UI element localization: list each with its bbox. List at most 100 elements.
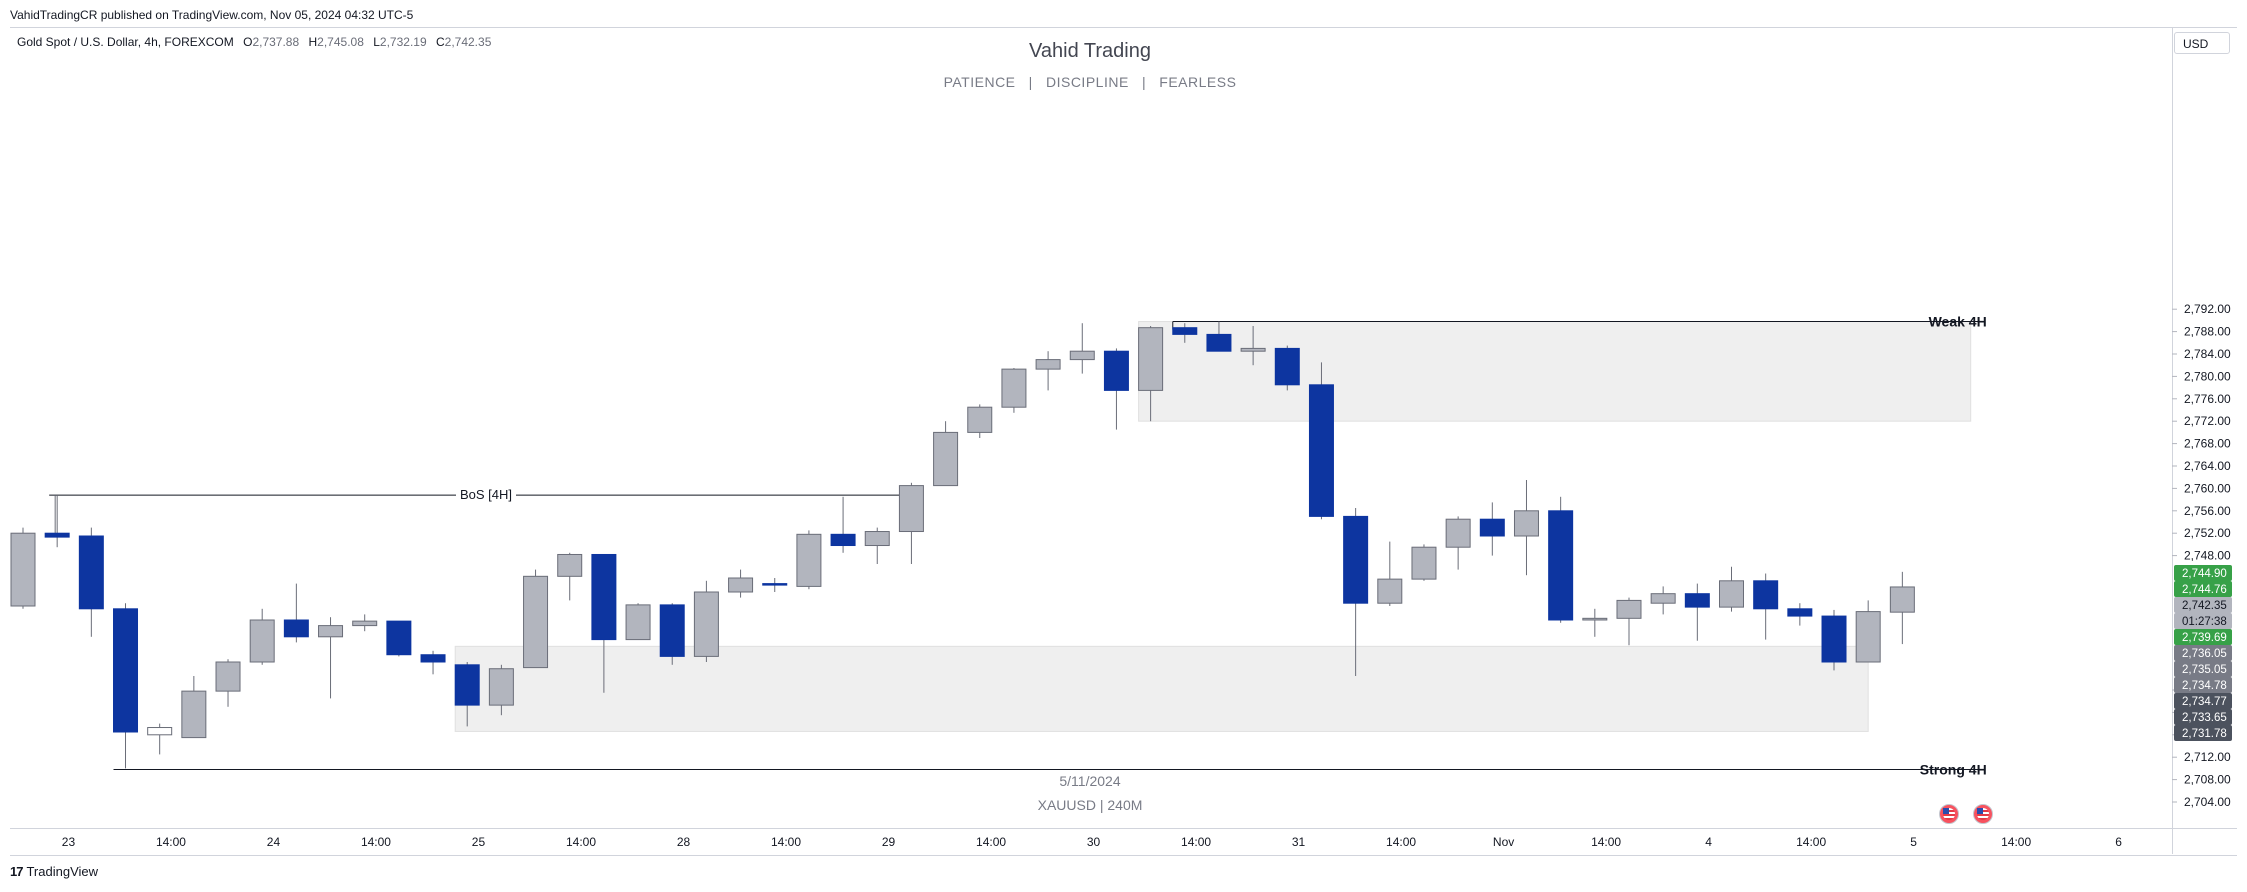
price-tick-label: 2,756.00 <box>2184 504 2231 518</box>
candle-body <box>420 654 446 663</box>
candle-body <box>1479 518 1505 537</box>
candle-body <box>728 577 754 593</box>
candle-body <box>557 553 583 577</box>
time-axis[interactable]: 23 14:00 24 14:00 25 14:00 28 14:00 29 14:00 30 14:… <box>62 835 2123 849</box>
chart-top-border <box>10 27 2237 28</box>
candle <box>864 527 890 564</box>
candle <box>1479 502 1505 556</box>
candle-body <box>147 727 173 736</box>
price-tick-label: 2,748.00 <box>2184 549 2231 563</box>
low-value: 2,732.19 <box>379 35 427 49</box>
high-value: 2,745.08 <box>317 35 364 49</box>
time-tick-label: 14:00 <box>566 835 596 849</box>
candle-body <box>591 553 617 641</box>
us-flag-event-icon[interactable] <box>1973 804 1993 824</box>
candle-body <box>864 531 890 547</box>
time-tick-label: 14:00 <box>156 835 186 849</box>
open-label: O <box>243 35 253 49</box>
candle <box>386 620 412 657</box>
candle <box>113 603 139 769</box>
price-tag-label: 2,744.76 <box>2182 584 2227 596</box>
candle <box>1138 326 1164 422</box>
time-tick-label: 14:00 <box>2001 835 2031 849</box>
candle-body <box>78 535 104 610</box>
time-tick-label: 14:00 <box>1796 835 1826 849</box>
candle-body <box>1548 510 1574 621</box>
candle-body <box>44 532 70 538</box>
price-tag-label: 2,734.77 <box>2182 696 2227 708</box>
candle <box>147 723 173 755</box>
candle <box>523 569 549 669</box>
price-axis[interactable]: 2,704.00 2,708.00 2,712.00 2,716.00 2,720.00… <box>2172 302 2231 809</box>
candle <box>488 664 514 716</box>
candle-body <box>967 406 993 433</box>
candle <box>249 608 275 665</box>
candle-body <box>1274 347 1300 386</box>
candle <box>693 580 719 662</box>
candle <box>1035 351 1061 391</box>
candle <box>1206 321 1232 352</box>
candle <box>1172 323 1198 343</box>
candle-body <box>1138 327 1164 391</box>
watermark-ticker: XAUUSD | 240M <box>1037 797 1143 813</box>
candle-body <box>796 533 822 587</box>
time-tick-label: 28 <box>677 835 691 849</box>
price-tick-label: 2,720.00 <box>2184 705 2231 719</box>
candle <box>1343 508 1369 676</box>
tradingview-logo[interactable]: 17 TradingView <box>10 864 98 879</box>
candle-body <box>625 604 651 641</box>
candle-body <box>10 532 36 607</box>
price-tick-label: 2,716.00 <box>2184 728 2231 742</box>
price-tag-label: 2,735.05 <box>2182 664 2227 676</box>
candle <box>1445 516 1471 570</box>
candle <box>967 404 993 438</box>
candle-body <box>488 668 514 706</box>
price-tick-label: 2,780.00 <box>2184 369 2231 383</box>
candle <box>1377 541 1403 606</box>
watermark-title: Vahid Trading <box>1029 40 1151 62</box>
candle <box>283 583 309 643</box>
candle-body <box>898 485 924 533</box>
chart-bottom-border <box>10 855 2237 856</box>
candle-body <box>386 620 412 656</box>
candle <box>1240 326 1266 366</box>
candle-body <box>181 690 207 739</box>
time-tick-label: 14:00 <box>361 835 391 849</box>
price-tick-label: 2,704.00 <box>2184 795 2231 809</box>
price-tag-label: 01:27:38 <box>2182 616 2227 628</box>
price-tick-label: 2,788.00 <box>2184 325 2231 339</box>
time-tick-label: 24 <box>267 835 281 849</box>
price-tick-label: 2,708.00 <box>2184 773 2231 787</box>
supply-zone <box>1138 321 1972 422</box>
price-tag <box>2174 676 2232 693</box>
price-tag-label: 2,736.05 <box>2182 648 2227 660</box>
currency-button[interactable]: USD <box>2174 32 2230 54</box>
watermark-subtitle: PATIENCE | DISCIPLINE | FEARLESS <box>943 74 1237 90</box>
time-tick-label: 14:00 <box>1386 835 1416 849</box>
time-tick-label: 14:00 <box>1181 835 1211 849</box>
candle <box>1513 480 1539 576</box>
candle <box>181 676 207 739</box>
price-tag <box>2174 580 2232 597</box>
time-tick-label: 31 <box>1292 835 1306 849</box>
candle <box>898 482 924 564</box>
price-tag-label: 2,733.65 <box>2182 712 2227 724</box>
candle-body <box>1650 593 1676 604</box>
time-tick-label: 5 <box>1910 835 1917 849</box>
candle-body <box>1172 327 1198 335</box>
candle-body <box>1719 580 1744 608</box>
low-label: L <box>373 35 380 49</box>
time-axis-divider <box>10 828 2237 829</box>
price-tags-layer: 2,744.90 2,744.76 2,742.35 01:27:38 2,739.69… <box>2174 564 2232 741</box>
bos-label: BoS [4H] <box>460 487 512 502</box>
tradingview-logo-text: TradingView <box>26 864 99 879</box>
candle <box>1308 362 1334 520</box>
time-tick-label: 14:00 <box>976 835 1006 849</box>
price-tick-label: 2,752.00 <box>2184 526 2231 540</box>
candle <box>1616 597 1642 646</box>
symbol-title[interactable]: Gold Spot / U.S. Dollar, 4h, FOREXCOM <box>17 35 234 49</box>
candle-body <box>1001 368 1027 408</box>
candle <box>796 530 822 590</box>
us-flag-event-icon[interactable] <box>1939 804 1959 824</box>
